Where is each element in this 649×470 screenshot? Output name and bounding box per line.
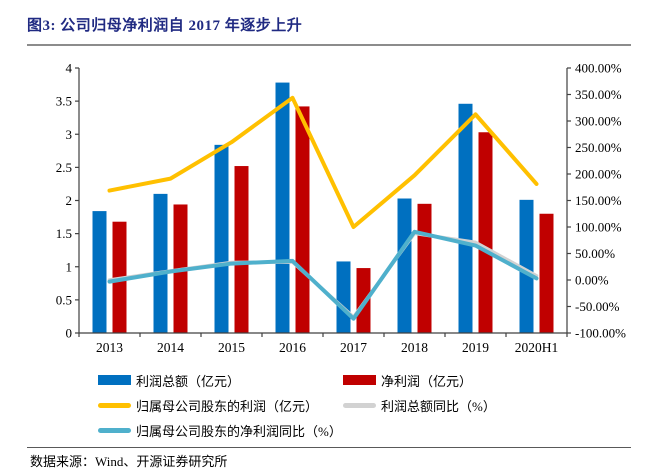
svg-text:2018: 2018 (401, 340, 428, 355)
legend-label: 利润总额（亿元） (136, 373, 241, 389)
svg-text:150.00%: 150.00% (575, 193, 622, 208)
legend-swatch-teal-line (98, 427, 131, 433)
svg-text:2014: 2014 (157, 340, 184, 355)
svg-text:1: 1 (66, 259, 73, 274)
legend-item-net-profit: 净利润（亿元） (343, 371, 472, 389)
svg-text:50.00%: 50.00% (575, 246, 615, 261)
figure-title: 图3: 公司归母净利润自 2017 年逐步上升 (27, 18, 303, 34)
title-divider (27, 44, 631, 46)
legend-swatch-yellow-line (98, 402, 131, 408)
legend-label: 利润总额同比（%） (381, 398, 496, 414)
chart-area: 4 3.5 3 2.5 2 1.5 1 0.5 0 400.00% 350.00% 300.00% 25… (0, 55, 649, 367)
footer-divider (27, 447, 631, 448)
svg-text:0.5: 0.5 (56, 292, 72, 307)
legend-item-total-profit-yoy: 利润总额同比（%） (343, 396, 496, 414)
svg-text:200.00%: 200.00% (575, 167, 622, 182)
legend-item-total-profit: 利润总额（亿元） (98, 371, 240, 389)
svg-text:4: 4 (66, 61, 73, 76)
svg-text:250.00%: 250.00% (575, 140, 622, 155)
legend-item-parent-profit: 归属母公司股东的利润（亿元） (98, 396, 318, 414)
svg-text:2019: 2019 (462, 340, 489, 355)
svg-text:300.00%: 300.00% (575, 114, 622, 129)
svg-text:2017: 2017 (340, 340, 367, 355)
legend-label: 净利润（亿元） (381, 373, 473, 389)
svg-text:3: 3 (66, 127, 73, 142)
svg-text:2020H1: 2020H1 (515, 340, 559, 355)
chart-legend: 利润总额（亿元） 净利润（亿元） 归属母公司股东的利润（亿元） 利润总额同比（%… (0, 366, 649, 444)
svg-text:-100.00%: -100.00% (575, 326, 626, 341)
legend-item-parent-net-profit-yoy: 归属母公司股东的净利润同比（%） (98, 421, 342, 439)
svg-text:-50.00%: -50.00% (575, 299, 620, 314)
legend-label: 归属母公司股东的利润（亿元） (136, 398, 319, 414)
svg-text:400.00%: 400.00% (575, 61, 622, 76)
svg-text:1.5: 1.5 (56, 226, 72, 241)
legend-swatch-blue-bar (98, 375, 131, 385)
svg-text:350.00%: 350.00% (575, 87, 622, 102)
svg-text:3.5: 3.5 (56, 94, 72, 109)
legend-swatch-gray-line (343, 402, 376, 408)
svg-text:2.5: 2.5 (56, 160, 72, 175)
profit-combo-chart: 4 3.5 3 2.5 2 1.5 1 0.5 0 400.00% 350.00% 300.00% 25… (56, 61, 626, 356)
legend-label: 归属母公司股东的净利润同比（%） (136, 423, 342, 439)
svg-text:2015: 2015 (218, 340, 245, 355)
svg-text:2: 2 (66, 193, 73, 208)
svg-text:0.00%: 0.00% (575, 273, 609, 288)
svg-text:2016: 2016 (279, 340, 306, 355)
svg-text:2013: 2013 (96, 340, 123, 355)
svg-text:0: 0 (66, 326, 73, 341)
svg-text:100.00%: 100.00% (575, 220, 622, 235)
legend-swatch-red-bar (343, 375, 376, 385)
data-source: 数据来源：Wind、开源证券研究所 (30, 454, 228, 469)
